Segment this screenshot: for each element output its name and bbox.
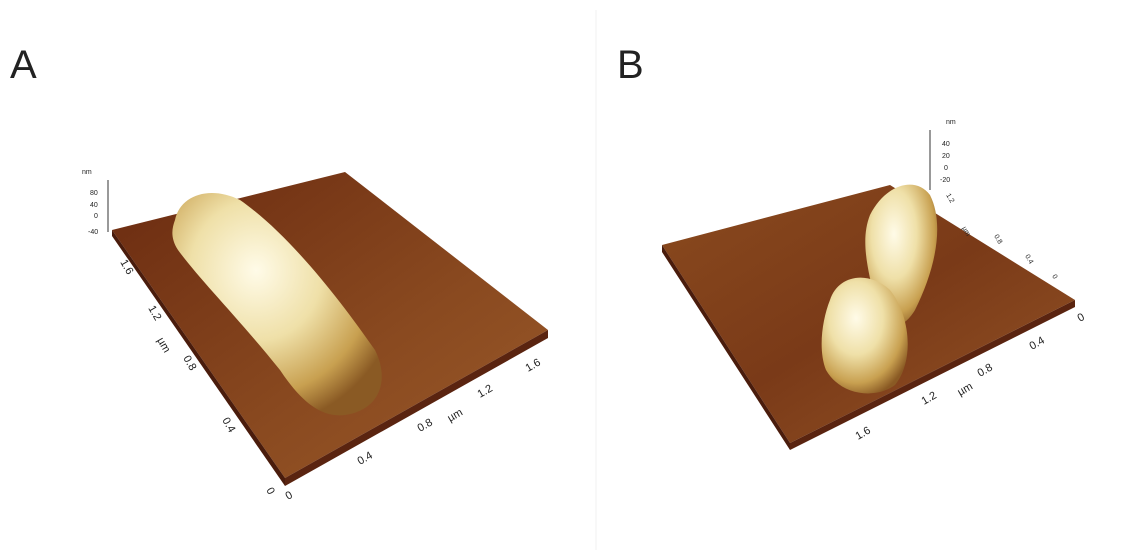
z-unit: nm	[946, 119, 956, 126]
z-tick: 40	[942, 141, 950, 148]
z-unit: nm	[82, 169, 92, 176]
z-tick: -20	[940, 177, 950, 184]
panel-label: A	[10, 43, 37, 87]
z-tick: 40	[90, 202, 98, 209]
z-tick: -40	[88, 229, 98, 236]
z-tick: 0	[94, 213, 98, 220]
z-tick: 0	[944, 165, 948, 172]
z-tick: 80	[90, 190, 98, 197]
z-tick: 20	[942, 153, 950, 160]
panel-label: B	[617, 43, 644, 87]
figure: A nm 80 40 0 -40 1.6 1.2 µm 0.8 0.4 0 0 …	[0, 0, 1131, 554]
